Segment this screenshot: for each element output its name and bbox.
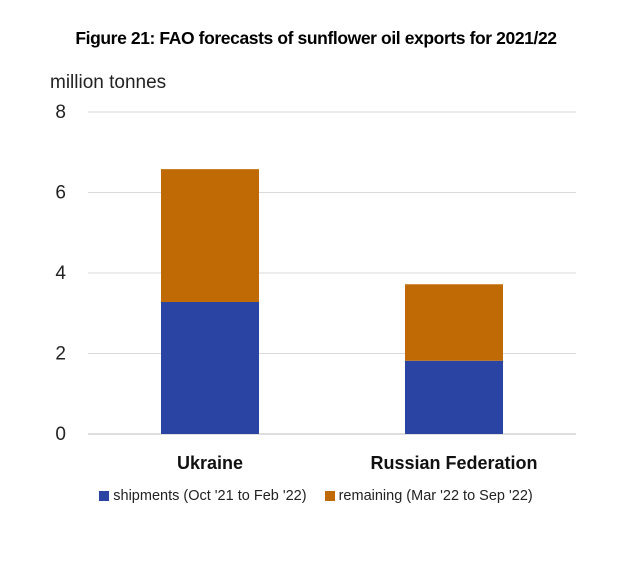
y-tick-label-6: 6 xyxy=(55,183,66,204)
bar-ukraine-series-0 xyxy=(161,301,259,434)
legend-item-shipments: shipments (Oct '21 to Feb '22) xyxy=(99,488,307,504)
y-tick-label-4: 4 xyxy=(55,263,66,284)
legend: shipments (Oct '21 to Feb '22) remaining… xyxy=(0,488,632,504)
legend-label-shipments: shipments (Oct '21 to Feb '22) xyxy=(113,488,307,504)
chart-title: Figure 21: FAO forecasts of sunflower oi… xyxy=(75,28,557,48)
legend-item-remaining: remaining (Mar '22 to Sep '22) xyxy=(324,488,533,504)
legend-swatch-shipments xyxy=(99,491,110,501)
y-tick-labels: 0 2 4 6 8 xyxy=(55,102,66,445)
bar-russian-federation-series-1 xyxy=(405,284,503,361)
bar-russian-federation-series-0 xyxy=(405,360,503,434)
x-label-russian-federation: Russian Federation xyxy=(370,453,537,473)
bars xyxy=(161,169,503,434)
x-category-labels: Ukraine Russian Federation xyxy=(177,453,538,473)
y-tick-label-2: 2 xyxy=(55,344,66,365)
x-label-ukraine: Ukraine xyxy=(177,453,243,473)
y-tick-label-8: 8 xyxy=(55,102,66,123)
y-tick-label-0: 0 xyxy=(55,424,66,445)
y-axis-unit-label: million tonnes xyxy=(50,72,167,93)
legend-label-remaining: remaining (Mar '22 to Sep '22) xyxy=(338,488,533,504)
legend-swatch-remaining xyxy=(324,491,335,501)
bar-ukraine-series-1 xyxy=(161,169,259,302)
